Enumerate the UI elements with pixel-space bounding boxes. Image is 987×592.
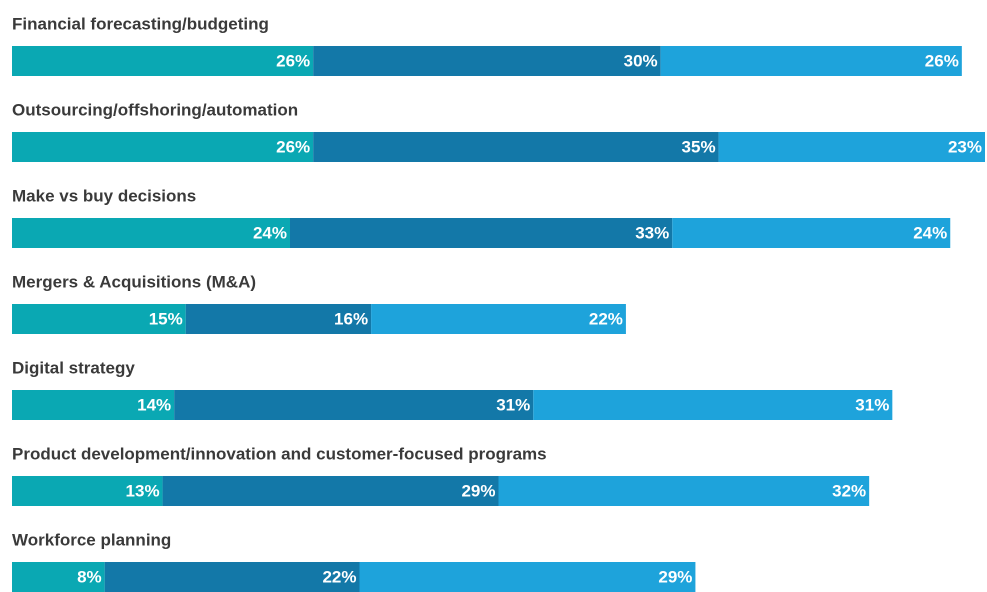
category-label: Workforce planning [12, 530, 171, 549]
bar-segment [12, 390, 175, 420]
value-label: 30% [624, 51, 658, 70]
bar-segment [313, 132, 719, 162]
bar-segment [672, 218, 951, 248]
category-label: Make vs buy decisions [12, 186, 196, 205]
value-label: 29% [461, 481, 495, 500]
value-label: 31% [496, 395, 530, 414]
bar-segment [104, 562, 360, 592]
bar-segment [185, 304, 372, 334]
bar-segment [12, 476, 163, 506]
value-label: 24% [913, 223, 947, 242]
bar-segment [313, 46, 661, 76]
bar-segment [371, 304, 626, 334]
bar-segment [12, 218, 290, 248]
value-label: 35% [682, 137, 716, 156]
value-label: 33% [635, 223, 669, 242]
bar-segment [162, 476, 499, 506]
bar-segment [12, 562, 105, 592]
value-label: 22% [322, 567, 356, 586]
category-label: Mergers & Acquisitions (M&A) [12, 272, 256, 291]
value-label: 13% [126, 481, 160, 500]
value-label: 14% [137, 395, 171, 414]
value-label: 23% [948, 137, 982, 156]
value-label: 15% [149, 309, 183, 328]
value-label: 16% [334, 309, 368, 328]
bar-segment [498, 476, 870, 506]
bar-segment [12, 132, 314, 162]
value-label: 22% [589, 309, 623, 328]
category-label: Product development/innovation and custo… [12, 444, 547, 463]
value-label: 26% [276, 137, 310, 156]
value-label: 26% [925, 51, 959, 70]
category-label: Outsourcing/offshoring/automation [12, 100, 298, 119]
bar-segment [290, 218, 673, 248]
bar-segment [660, 46, 962, 76]
bar-segment [12, 46, 314, 76]
category-label: Financial forecasting/budgeting [12, 14, 269, 33]
value-label: 24% [253, 223, 287, 242]
value-label: 31% [855, 395, 889, 414]
value-label: 29% [658, 567, 692, 586]
bar-segment [718, 132, 985, 162]
value-label: 8% [77, 567, 102, 586]
bar-segment [533, 390, 893, 420]
category-label: Digital strategy [12, 358, 135, 377]
value-label: 26% [276, 51, 310, 70]
bar-segment [174, 390, 534, 420]
bar-segment [12, 304, 186, 334]
value-label: 32% [832, 481, 866, 500]
bar-segment [359, 562, 696, 592]
